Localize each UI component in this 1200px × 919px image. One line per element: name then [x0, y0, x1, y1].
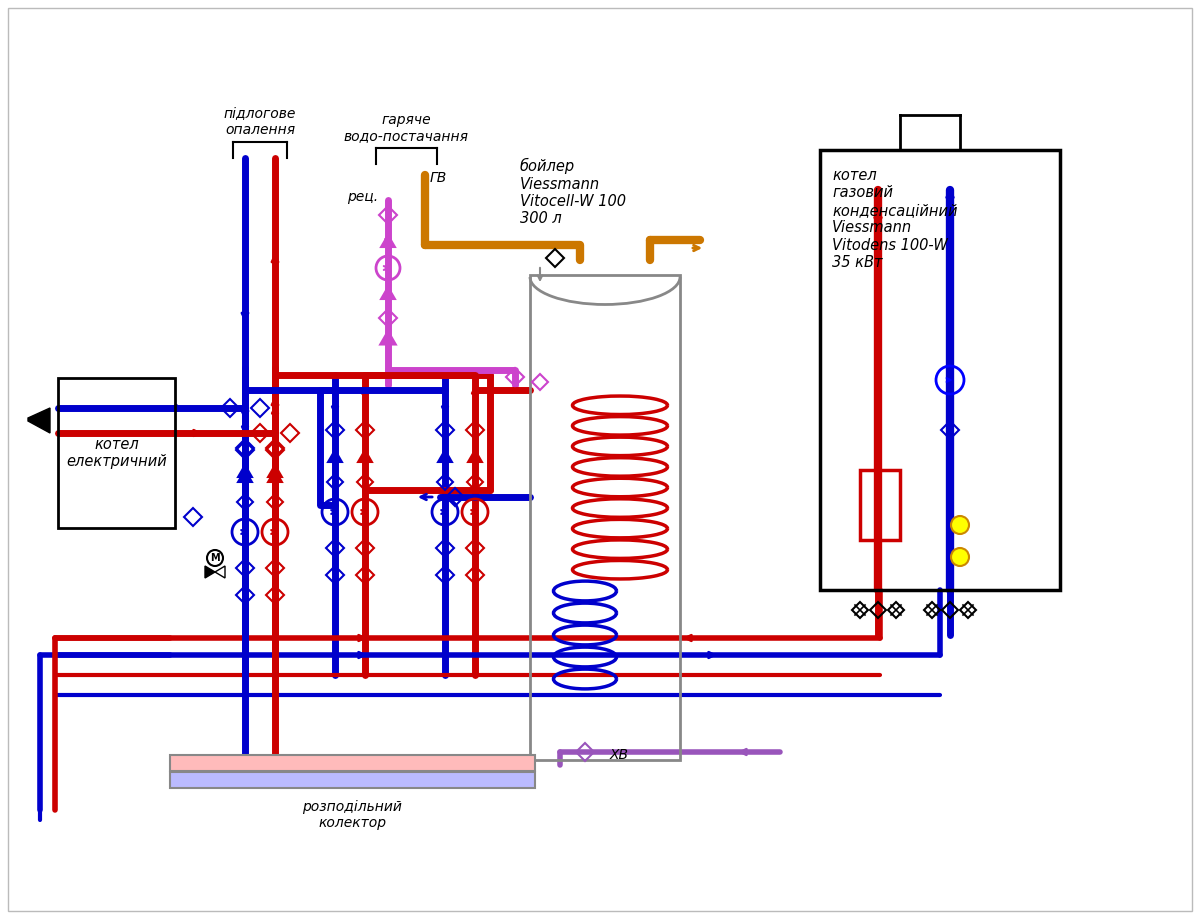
Polygon shape [382, 235, 395, 247]
Polygon shape [268, 465, 282, 477]
Bar [170, 772, 535, 788]
Polygon shape [382, 287, 395, 299]
Polygon shape [205, 566, 215, 578]
Polygon shape [328, 450, 342, 462]
Circle shape [952, 548, 970, 566]
Text: M: M [210, 553, 220, 563]
Text: ХВ: ХВ [610, 748, 629, 762]
Text: підлогове
опалення: підлогове опалення [224, 107, 296, 137]
Polygon shape [358, 450, 372, 462]
Polygon shape [238, 470, 252, 482]
Text: бойлер
Viessmann
Vitocell-W 100
300 л: бойлер Viessmann Vitocell-W 100 300 л [520, 158, 626, 226]
Text: котел
газовий
конденсаційний
Viessmann
Vitodens 100-W
35 кВт: котел газовий конденсаційний Viessmann V… [832, 168, 958, 270]
Polygon shape [268, 470, 282, 482]
Text: гаряче
водо-постачання: гаряче водо-постачання [343, 113, 468, 143]
Text: котел
електричний: котел електричний [66, 437, 167, 470]
Circle shape [952, 516, 970, 534]
Bar [170, 755, 535, 771]
Text: ГВ: ГВ [430, 171, 448, 185]
Bar [820, 150, 1060, 590]
Bar [58, 378, 175, 528]
Polygon shape [28, 408, 50, 433]
Bar [530, 275, 680, 760]
Text: рец.: рец. [347, 190, 378, 204]
Polygon shape [238, 465, 252, 477]
Polygon shape [468, 450, 482, 462]
Text: розподільний
колектор: розподільний колектор [302, 800, 402, 830]
Bar [860, 470, 900, 540]
Polygon shape [380, 331, 396, 345]
Polygon shape [438, 450, 452, 462]
